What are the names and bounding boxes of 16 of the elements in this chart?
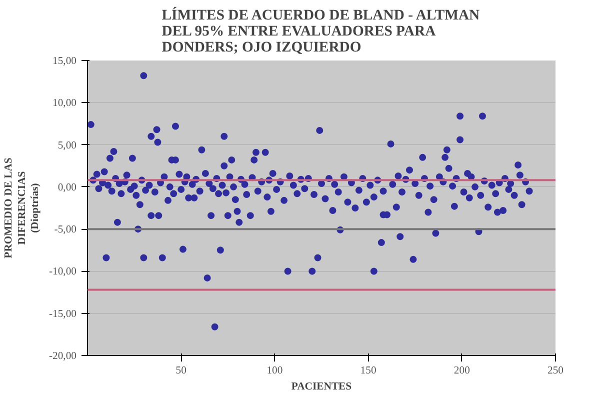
x-tick-label: 250 <box>548 366 564 376</box>
x-tick-label: 200 <box>454 366 470 376</box>
y-tick-label: -10,00 <box>48 266 77 278</box>
y-tick-label: -5,00 <box>54 224 77 236</box>
y-tick-label: 5,00 <box>58 140 77 152</box>
x-tick-label: 100 <box>266 366 283 376</box>
y-tick-label: -15,00 <box>48 308 77 320</box>
chart-title: LÍMITES DE ACUERDO DE BLAND - ALTMAN DEL 95% ENTRE EVALUADORES PARA DONDERS; OJO IZQUIERDO <box>162 6 480 56</box>
x-axis-title: PACIENTES <box>291 382 352 392</box>
y-axis-title: PROMEDIO DE LAS DIFERENCIAS (Dioptrías) <box>4 158 41 258</box>
y-tick-label: 10,00 <box>52 98 77 110</box>
x-tick-label: 150 <box>360 366 376 376</box>
x-tick-label: 50 <box>176 366 186 376</box>
y-tick-label: 15,00 <box>52 56 77 67</box>
y-tick-label: 0,00 <box>58 182 77 194</box>
y-tick-label: -20,00 <box>48 351 77 362</box>
